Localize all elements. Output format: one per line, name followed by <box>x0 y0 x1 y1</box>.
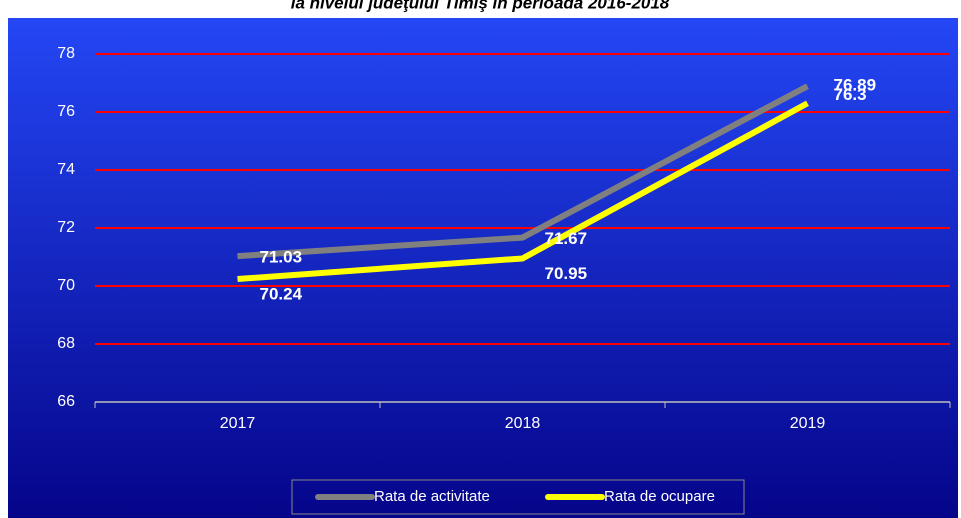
legend-box <box>291 479 745 515</box>
legend-label: Rata de activitate <box>374 488 490 505</box>
data-label: 70.95 <box>545 264 588 283</box>
x-tick-label: 2019 <box>790 415 826 432</box>
x-tick-label: 2018 <box>505 415 541 432</box>
y-tick-label: 78 <box>57 45 75 62</box>
data-label: 71.67 <box>545 229 588 248</box>
series-line <box>237 83 809 260</box>
y-tick-label: 70 <box>57 277 75 294</box>
chart-background <box>8 18 958 518</box>
y-tick-label: 66 <box>57 393 75 410</box>
data-label: 71.03 <box>260 248 303 267</box>
data-label: 70.24 <box>260 285 303 304</box>
y-tick-label: 72 <box>57 219 75 236</box>
legend-label: Rata de ocupare <box>604 488 715 505</box>
series-line <box>237 100 809 283</box>
data-label: 76.3 <box>834 85 867 104</box>
chart-title: la nivelul judeţului Timiş în perioada 2… <box>291 0 670 12</box>
y-tick-label: 76 <box>57 103 75 120</box>
data-label: 76.89 <box>834 76 877 95</box>
x-tick-label: 2017 <box>220 415 256 432</box>
y-tick-label: 74 <box>57 161 75 178</box>
y-tick-label: 68 <box>57 335 75 352</box>
